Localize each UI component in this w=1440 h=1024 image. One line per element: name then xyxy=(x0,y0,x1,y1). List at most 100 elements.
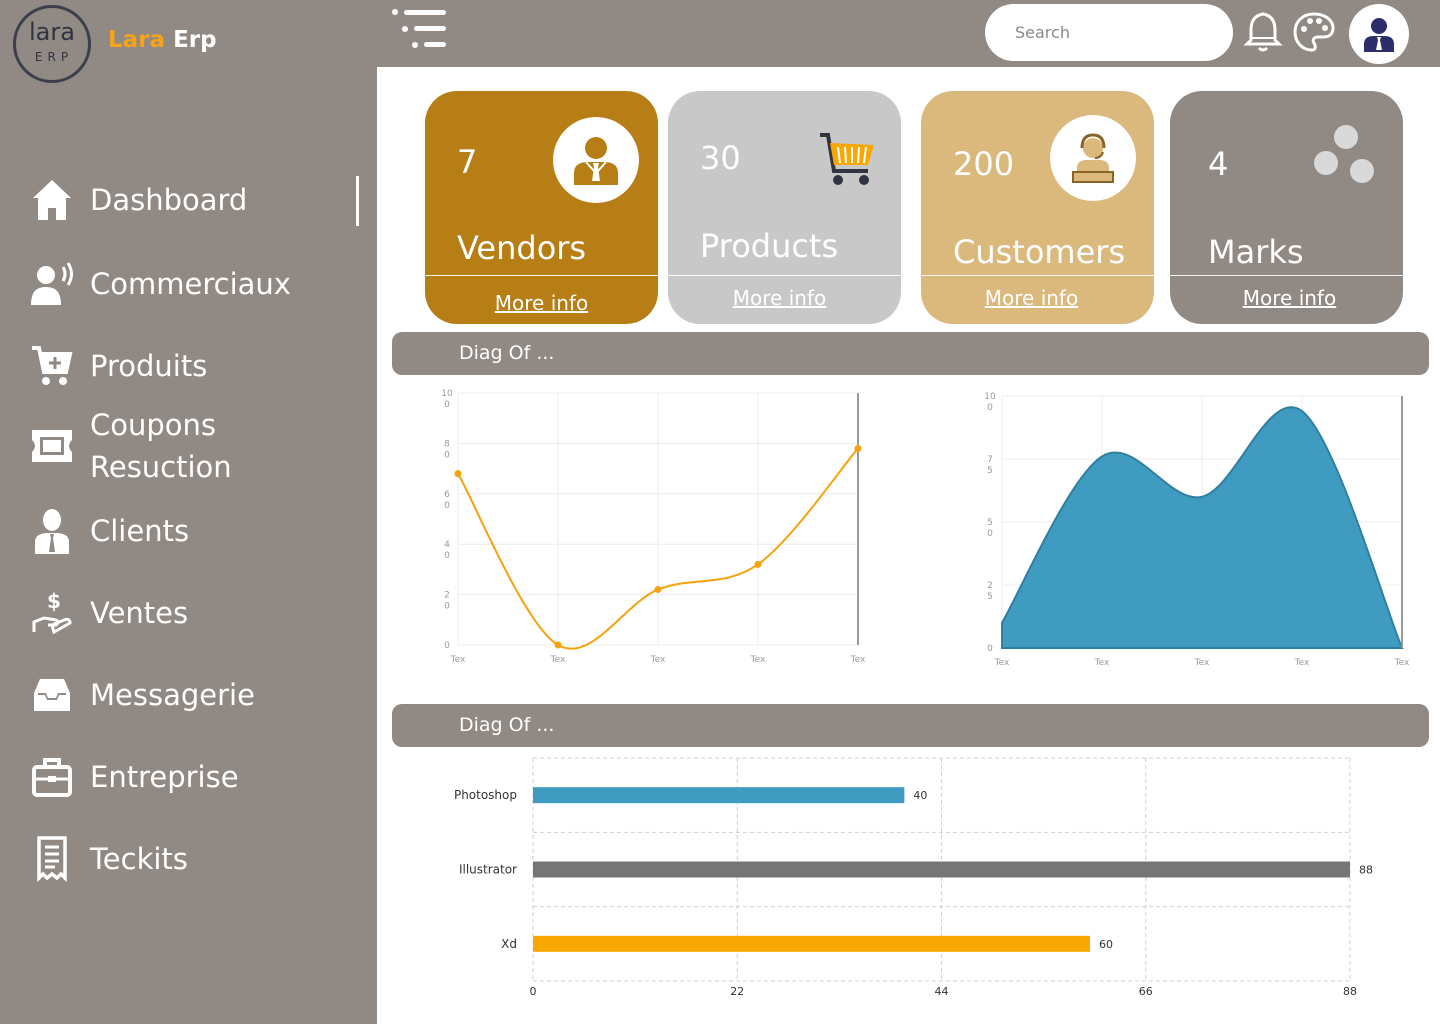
section-title: Diag Of ... xyxy=(459,342,555,364)
y-tick-label: 0 xyxy=(987,403,993,413)
ticket-icon xyxy=(28,422,76,470)
line-series xyxy=(457,447,859,650)
section-title: Diag Of ... xyxy=(459,714,555,736)
x-tick-label: Tex xyxy=(1294,658,1310,668)
top-bar xyxy=(377,0,1440,67)
menu-toggle-icon[interactable] xyxy=(390,8,450,52)
x-tick-label: 88 xyxy=(1343,985,1357,998)
y-tick-label: 0 xyxy=(444,551,450,561)
sidebar-item-produits[interactable]: Produits xyxy=(28,342,358,390)
home-icon xyxy=(28,176,76,224)
card-value: 30 xyxy=(700,139,741,177)
sidebar-item-commerciaux[interactable]: Commerciaux xyxy=(28,260,358,308)
sidebar-item-clients[interactable]: Clients xyxy=(28,507,358,555)
y-tick-label: 10 xyxy=(984,392,996,402)
x-tick-label: 0 xyxy=(530,985,537,998)
y-tick-label: 0 xyxy=(987,529,993,539)
card-divider xyxy=(668,275,901,276)
x-tick-label: 66 xyxy=(1139,985,1153,998)
bar xyxy=(533,787,905,804)
vendor-icon xyxy=(553,117,639,203)
x-tick-label: Tex xyxy=(750,655,766,665)
client-icon xyxy=(28,507,76,555)
inbox-icon xyxy=(28,671,76,719)
sidebar-item-dashboard[interactable]: Dashboard xyxy=(28,176,358,224)
data-point xyxy=(854,444,862,452)
y-tick-label: 0 xyxy=(987,644,993,654)
sidebar-item-ventes[interactable]: $ Ventes xyxy=(28,589,358,637)
dots-icon xyxy=(1310,121,1380,189)
y-tick-label: 5 xyxy=(987,466,993,476)
x-tick-label: 22 xyxy=(730,985,744,998)
sidebar-item-teckits[interactable]: Teckits xyxy=(28,835,358,883)
y-tick-label: 8 xyxy=(444,439,450,449)
y-tick-label: 5 xyxy=(987,518,993,528)
bar-value-label: 60 xyxy=(1099,938,1113,951)
logo-top-text: lara xyxy=(29,18,75,46)
sidebar-item-label: Dashboard xyxy=(90,183,248,217)
x-tick-label: Tex xyxy=(1094,658,1110,668)
sidebar-item-label: Entreprise xyxy=(90,760,239,794)
sidebar-item-entreprise[interactable]: Entreprise xyxy=(28,753,358,801)
y-tick-label: 4 xyxy=(444,540,450,550)
y-tick-label: 7 xyxy=(987,455,993,465)
card-more-info-link[interactable]: More info xyxy=(732,286,827,310)
sidebar-item-messagerie[interactable]: Messagerie xyxy=(28,671,358,719)
card-more-info-link[interactable]: More info xyxy=(494,291,589,315)
search-input[interactable] xyxy=(985,4,1233,61)
bar-value-label: 88 xyxy=(1359,864,1373,877)
user-avatar-icon xyxy=(1364,18,1394,52)
data-point xyxy=(554,641,562,649)
y-tick-label: 5 xyxy=(987,592,993,602)
app-logo[interactable]: lara ERP xyxy=(13,5,91,83)
sidebar-item-label: Clients xyxy=(90,514,190,548)
bell-icon[interactable] xyxy=(1243,10,1283,54)
receipt-icon xyxy=(28,835,76,883)
x-tick-label: 44 xyxy=(935,985,949,998)
cart-plus-icon xyxy=(28,342,76,390)
category-label: Xd xyxy=(501,937,517,951)
y-tick-label: 0 xyxy=(444,501,450,511)
y-tick-label: 2 xyxy=(444,591,450,601)
bar xyxy=(533,861,1350,878)
data-point xyxy=(654,586,662,594)
card-products[interactable]: 30 Products More info xyxy=(668,91,901,324)
sidebar: lara ERP Lara Erp Dashboard Commerciaux … xyxy=(0,0,377,1024)
card-label: Vendors xyxy=(457,229,587,267)
sidebar-item-label: Ventes xyxy=(90,596,189,630)
card-label: Marks xyxy=(1208,233,1304,271)
card-more-info-link[interactable]: More info xyxy=(1242,286,1337,310)
x-tick-label: Tex xyxy=(850,655,866,665)
card-customers[interactable]: 200 Customers More info xyxy=(921,91,1154,324)
card-label: Customers xyxy=(953,233,1126,271)
svg-text:$: $ xyxy=(47,590,61,613)
section-header-diag-1: Diag Of ... xyxy=(392,332,1429,375)
data-point xyxy=(754,560,762,568)
shopping-cart-icon xyxy=(818,131,878,193)
brand-first: Lara xyxy=(108,27,166,53)
y-tick-label: 0 xyxy=(444,641,450,651)
sidebar-item-coupons[interactable]: Coupons Resuction xyxy=(28,404,358,488)
brand-second: Erp xyxy=(173,27,217,53)
card-label: Products xyxy=(700,227,839,265)
user-avatar[interactable] xyxy=(1349,4,1409,64)
sidebar-item-label: Messagerie xyxy=(90,678,255,712)
category-label: Photoshop xyxy=(454,788,517,802)
bar-chart: 0 22 44 66 88 Photoshop 40 Illustrator 88 Xd 60 xyxy=(454,757,1373,998)
data-point xyxy=(454,470,462,478)
palette-icon[interactable] xyxy=(1292,10,1336,54)
x-tick-label: Tex xyxy=(550,655,566,665)
sidebar-item-label: Teckits xyxy=(90,842,188,876)
support-agent-icon xyxy=(1050,115,1136,201)
card-marks[interactable]: 4 Marks More info xyxy=(1170,91,1403,324)
user-voice-icon xyxy=(28,260,76,308)
card-vendors[interactable]: 7 Vendors More info xyxy=(425,91,658,324)
card-more-info-link[interactable]: More info xyxy=(984,286,1079,310)
brand-name: Lara Erp xyxy=(108,27,217,53)
y-tick-label: 6 xyxy=(444,490,450,500)
bar xyxy=(533,935,1091,952)
area-series xyxy=(1001,406,1404,649)
card-divider xyxy=(425,275,658,276)
